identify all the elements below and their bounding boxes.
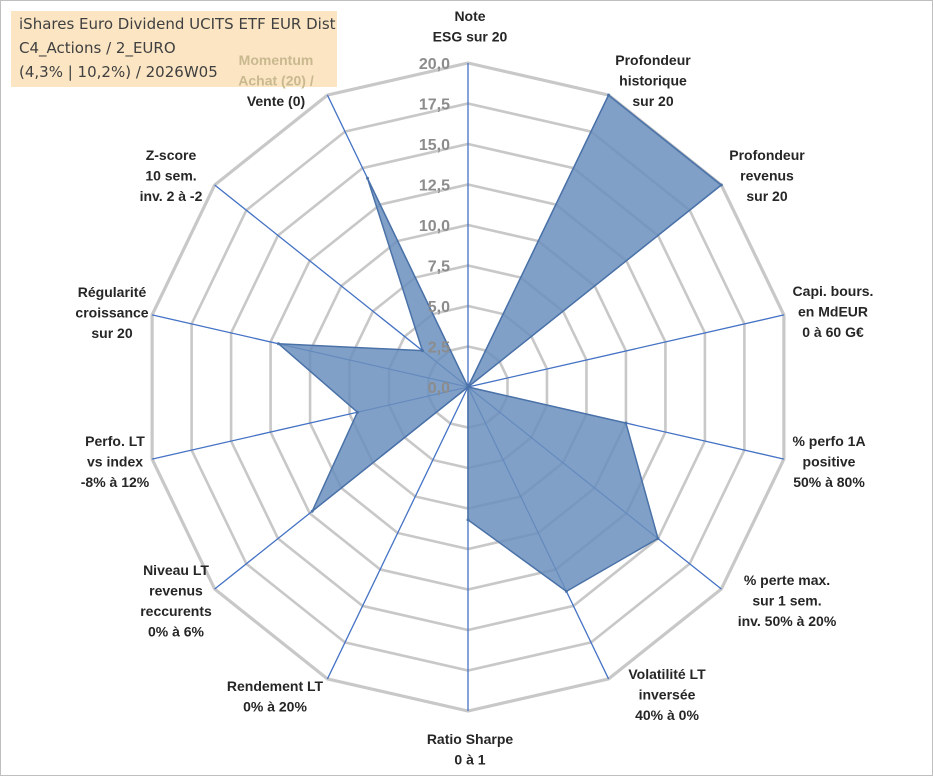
tick-label: 20,0 — [419, 56, 450, 73]
tick-label: 15,0 — [419, 137, 450, 154]
axis-label: inversée — [639, 687, 696, 703]
axis-label: 0 à 1 — [454, 752, 485, 768]
axis-label: revenus — [740, 168, 794, 184]
axis-label: Z-score — [146, 147, 197, 163]
radar-category-labels: Note ESG sur 20 Profondeur historique sur 20… — [75, 8, 873, 768]
axis-label: inv. 2 à -2 — [140, 188, 203, 204]
axis-label: % perfo 1A — [792, 433, 865, 449]
series-point — [719, 183, 723, 187]
axis-spoke — [326, 386, 469, 680]
axis-label: positive — [803, 454, 856, 470]
series-point — [466, 385, 470, 389]
radar-series — [276, 93, 723, 593]
axis-label: revenus — [149, 583, 203, 599]
chart-subtitle-category: C4_Actions / 2_EURO — [19, 39, 176, 57]
axis-label: reccurents — [140, 603, 212, 619]
axis-label: Achat (20) / — [238, 73, 314, 89]
chart-subtitle-period: (4,3% | 10,2%) / 2026W05 — [19, 63, 218, 81]
axis-label: Ratio Sharpe — [427, 731, 514, 747]
axis-label: 0% à 6% — [148, 624, 205, 640]
series-point — [624, 421, 628, 425]
series-point — [310, 509, 314, 513]
tick-label: 5,0 — [428, 299, 450, 316]
series-point — [466, 518, 470, 522]
axis-label: Momentum — [239, 52, 314, 68]
axis-label: ESG sur 20 — [433, 29, 508, 45]
title-box: iShares Euro Dividend UCITS ETF EUR Dist… — [11, 11, 337, 87]
axis-label: croissance — [75, 305, 148, 321]
axis-label: Rendement LT — [227, 678, 324, 694]
axis-label: sur 20 — [746, 188, 787, 204]
axis-label: Niveau LT — [143, 562, 209, 578]
tick-label: 10,0 — [419, 218, 450, 235]
axis-label: 50% à 80% — [793, 474, 865, 490]
axis-label: vs index — [87, 454, 143, 470]
tick-label: 17,5 — [419, 97, 450, 114]
axis-label: Volatilité LT — [628, 666, 706, 682]
axis-label: Vente (0) — [247, 93, 305, 109]
axis-label: historique — [619, 73, 687, 89]
series-point — [420, 349, 424, 353]
axis-label: Note — [454, 8, 485, 24]
series-point — [656, 537, 660, 541]
tick-label: 7,5 — [428, 259, 450, 276]
axis-label: 40% à 0% — [635, 707, 699, 723]
axis-label: Régularité — [78, 284, 147, 300]
axis-label: sur 1 sem. — [752, 593, 821, 609]
series-area — [277, 94, 723, 593]
axis-label: Capi. bours. — [793, 283, 874, 299]
tick-label: 0,0 — [428, 380, 450, 397]
series-point — [276, 342, 280, 346]
axis-label: % perte max. — [744, 572, 830, 588]
radar-tick-labels: 0,0 2,5 5,0 7,5 10,0 12,5 15,0 17,5 20,0 — [419, 56, 450, 397]
chart-title: iShares Euro Dividend UCITS ETF EUR Dist — [19, 15, 336, 33]
series-point — [355, 410, 359, 414]
axis-label: en MdEUR — [798, 304, 868, 320]
axis-label: -8% à 12% — [81, 474, 150, 490]
axis-label: inv. 50% à 20% — [738, 613, 837, 629]
series-point — [564, 589, 568, 593]
axis-label: 10 sem. — [145, 168, 196, 184]
axis-label: 0 à 60 G€ — [802, 324, 864, 340]
axis-label: Profondeur — [615, 52, 691, 68]
tick-label: 2,5 — [428, 340, 450, 357]
tick-label: 12,5 — [419, 178, 450, 195]
axis-label: sur 20 — [91, 325, 132, 341]
axis-label: Profondeur — [729, 147, 805, 163]
axis-spoke — [467, 314, 785, 388]
axis-label: 0% à 20% — [243, 699, 307, 715]
axis-label: Perfo. LT — [85, 433, 145, 449]
axis-label: sur 20 — [632, 93, 673, 109]
series-point — [607, 93, 611, 97]
series-point — [365, 176, 369, 180]
